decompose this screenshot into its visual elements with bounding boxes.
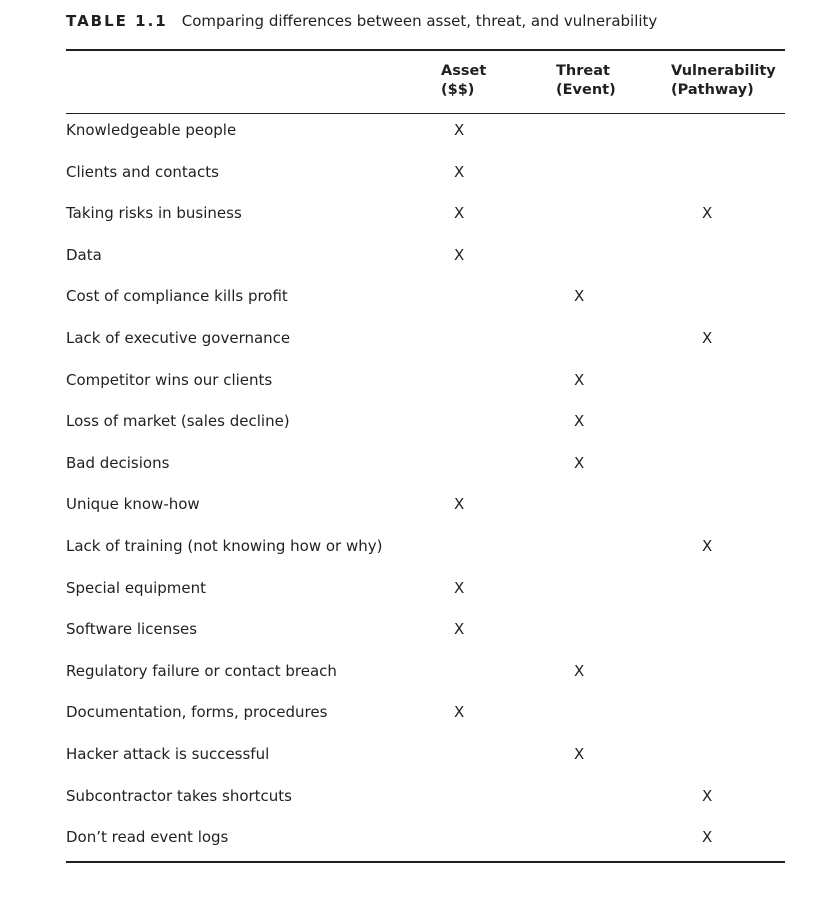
vulnerability-mark: X bbox=[702, 786, 713, 805]
column-header-threat-line1: Threat bbox=[556, 63, 610, 79]
row-label: Documentation, forms, procedures bbox=[66, 703, 328, 722]
asset-mark: X bbox=[454, 204, 465, 223]
table-caption: TABLE 1.1 Comparing differences between a… bbox=[66, 12, 657, 31]
row-label: Special equipment bbox=[66, 578, 206, 597]
table-row: Don’t read event logs X bbox=[66, 818, 785, 860]
table-body: Knowledgeable people X Clients and contact… bbox=[66, 111, 785, 860]
row-label: Software licenses bbox=[66, 620, 198, 639]
row-label: Competitor wins our clients bbox=[66, 370, 273, 389]
table-row: Lack of executive governance X bbox=[66, 319, 785, 361]
table-row: Knowledgeable people X bbox=[66, 111, 785, 153]
table-row: Hacker attack is successful X bbox=[66, 735, 785, 777]
column-header-vulnerability-line2: (Pathway) bbox=[671, 82, 754, 98]
asset-mark: X bbox=[454, 703, 465, 722]
threat-mark: X bbox=[574, 412, 585, 431]
threat-mark: X bbox=[574, 453, 585, 472]
row-label: Regulatory failure or contact breach bbox=[66, 661, 337, 680]
asset-mark: X bbox=[454, 620, 465, 639]
table-row: Loss of market (sales decline) X bbox=[66, 402, 785, 444]
threat-mark: X bbox=[574, 370, 585, 389]
top-rule bbox=[66, 49, 785, 51]
column-header-threat-line2: (Event) bbox=[556, 82, 616, 98]
asset-mark: X bbox=[454, 495, 465, 514]
table-number: TABLE 1.1 bbox=[66, 12, 168, 30]
row-label: Knowledgeable people bbox=[66, 121, 237, 139]
header-rule bbox=[66, 113, 785, 114]
asset-mark: X bbox=[454, 162, 465, 181]
row-label: Don’t read event logs bbox=[66, 828, 229, 847]
table-row: Software licenses X bbox=[66, 610, 785, 652]
column-header-vulnerability: Vulnerability (Pathway) bbox=[671, 62, 776, 100]
row-label: Lack of training (not knowing how or why… bbox=[66, 536, 383, 555]
table-row: Clients and contacts X bbox=[66, 153, 785, 195]
row-label: Data bbox=[66, 245, 102, 264]
column-header-vulnerability-line1: Vulnerability bbox=[671, 63, 776, 79]
table-row: Bad decisions X bbox=[66, 444, 785, 486]
asset-mark: X bbox=[454, 245, 465, 264]
table-row: Lack of training (not knowing how or why… bbox=[66, 527, 785, 569]
table-row: Subcontractor takes shortcuts X bbox=[66, 777, 785, 819]
row-label: Hacker attack is successful bbox=[66, 744, 270, 763]
table-row: Documentation, forms, procedures X bbox=[66, 693, 785, 735]
table-row: Data X bbox=[66, 236, 785, 278]
column-header-asset-line2: ($$) bbox=[441, 82, 475, 98]
table-row: Special equipment X bbox=[66, 569, 785, 611]
row-label: Taking risks in business bbox=[66, 204, 242, 223]
table-title: Comparing differences between asset, thr… bbox=[181, 12, 658, 30]
asset-mark: X bbox=[454, 121, 465, 139]
threat-mark: X bbox=[574, 744, 585, 763]
row-label: Bad decisions bbox=[66, 453, 170, 472]
vulnerability-mark: X bbox=[702, 328, 713, 347]
vulnerability-mark: X bbox=[702, 828, 713, 847]
table-row: Unique know-how X bbox=[66, 485, 785, 527]
bottom-rule bbox=[66, 861, 785, 863]
row-label: Lack of executive governance bbox=[66, 328, 291, 347]
vulnerability-mark: X bbox=[702, 536, 713, 555]
row-label: Loss of market (sales decline) bbox=[66, 412, 290, 431]
column-header-asset: Asset ($$) bbox=[441, 62, 486, 100]
table-row: Taking risks in business X X bbox=[66, 194, 785, 236]
threat-mark: X bbox=[574, 287, 585, 306]
table-row: Regulatory failure or contact breach X bbox=[66, 652, 785, 694]
column-header-asset-line1: Asset bbox=[441, 63, 487, 79]
table-row: Competitor wins our clients X bbox=[66, 361, 785, 403]
row-label: Cost of compliance kills profit bbox=[66, 287, 288, 306]
threat-mark: X bbox=[574, 661, 585, 680]
vulnerability-mark: X bbox=[702, 204, 713, 223]
row-label: Clients and contacts bbox=[66, 162, 219, 181]
asset-mark: X bbox=[454, 578, 465, 597]
column-header-threat: Threat (Event) bbox=[556, 62, 616, 100]
row-label: Subcontractor takes shortcuts bbox=[66, 786, 292, 805]
table-row: Cost of compliance kills profit X bbox=[66, 277, 785, 319]
row-label: Unique know-how bbox=[66, 495, 200, 514]
